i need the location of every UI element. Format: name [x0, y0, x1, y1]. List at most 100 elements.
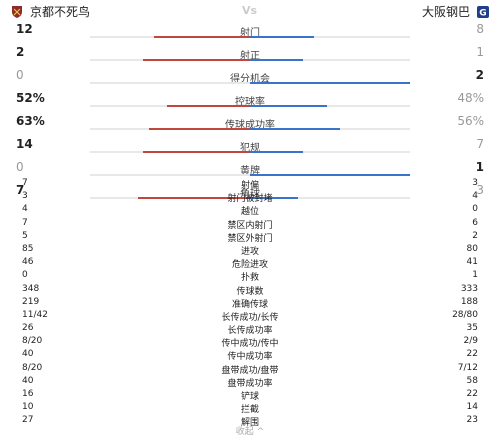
home-team[interactable]: 京都不死鸟 — [10, 3, 90, 20]
home-stat-value: 26 — [22, 323, 34, 334]
away-stat-value: 3 — [476, 183, 484, 197]
home-stat-value: 8/20 — [22, 336, 43, 347]
table-row: 348 传球数 333 — [0, 282, 500, 297]
home-stat-value: 348 — [22, 283, 40, 294]
home-stat-value: 16 — [22, 389, 34, 399]
home-stat-value: 219 — [22, 296, 40, 307]
away-stat-value: 1 — [475, 160, 484, 174]
away-stat-bar-track — [250, 197, 410, 199]
home-stat-value: 14 — [16, 137, 33, 151]
home-stat-bar — [149, 128, 250, 130]
home-stat-bar-track — [90, 82, 250, 84]
stat-label: 黄牌 — [240, 166, 260, 177]
stat-label: 传中成功率 — [227, 352, 273, 363]
home-stat-value: 5 — [22, 230, 28, 241]
home-stat-bar — [138, 197, 250, 199]
away-stat-value: 4 — [472, 191, 478, 202]
home-stat-value: 7 — [16, 183, 25, 197]
away-stat-bar-track — [250, 128, 410, 130]
home-stat-value: 10 — [22, 402, 34, 413]
home-stat-bar-track — [90, 151, 250, 153]
bar-stat-row: 14 犯规 7 — [0, 137, 500, 160]
away-stat-value: 188 — [460, 296, 478, 307]
away-stat-value: 2/9 — [463, 336, 478, 347]
svg-text:G: G — [479, 8, 486, 18]
table-row: 8/20 盘带成功/盘带 7/12 — [0, 361, 500, 376]
away-stat-value: 22 — [466, 349, 478, 360]
home-stat-value: 7 — [22, 178, 28, 188]
stat-label: 长传成功率 — [227, 326, 273, 337]
away-stat-value: 80 — [466, 243, 478, 254]
bar-stat-row: 0 得分机会 2 — [0, 68, 500, 91]
away-stat-bar — [250, 59, 303, 61]
home-stat-value: 40 — [22, 349, 34, 360]
away-stat-value: 6 — [472, 217, 478, 228]
away-stat-value: 58 — [466, 375, 478, 386]
bar-stat-row: 7 角球 3 — [0, 183, 500, 206]
away-stat-value: 28/80 — [452, 309, 478, 320]
away-stat-value: 35 — [466, 323, 478, 334]
away-stat-value: 2 — [475, 68, 484, 82]
away-stat-bar — [250, 105, 327, 107]
stat-label: 射门 — [240, 28, 260, 39]
home-stat-bar — [154, 36, 250, 38]
away-team[interactable]: G 大阪钢巴 — [422, 3, 490, 20]
stat-label: 射门被封堵 — [227, 194, 273, 205]
home-stat-value: 3 — [22, 191, 28, 202]
away-stat-value: 7/12 — [457, 362, 478, 373]
away-team-crest-icon: G — [477, 5, 489, 18]
stat-label: 射正 — [240, 51, 260, 62]
stat-label: 角球 — [240, 189, 260, 200]
stat-label: 传球数 — [236, 286, 264, 297]
away-stat-bar — [250, 128, 340, 130]
away-stat-value: 23 — [466, 415, 478, 426]
table-row: 85 进攻 80 — [0, 242, 500, 257]
home-stat-bar — [142, 151, 250, 153]
stat-label: 犯规 — [240, 143, 260, 154]
stat-label: 准确传球 — [231, 299, 268, 310]
away-stat-bar-track — [250, 59, 410, 61]
home-stat-value: 85 — [22, 243, 34, 254]
table-row: 4 越位 0 — [0, 202, 500, 218]
away-stat-bar — [250, 151, 303, 153]
away-stat-value: 22 — [466, 389, 478, 399]
home-stat-value: 7 — [22, 217, 28, 228]
away-stat-value: 0 — [472, 204, 478, 215]
home-stat-value: 40 — [22, 375, 34, 386]
home-stat-bar — [142, 59, 250, 61]
stat-label: 越位 — [240, 207, 259, 218]
bar-stats: 12 射门 8 2 射正 1 0 得分机会 2 52% 控球率 48% 63% 传球成功率 56% 14 犯规 7… — [0, 22, 500, 206]
table-row: 46 危险进攻 41 — [0, 255, 500, 270]
away-stat-value: 14 — [466, 402, 478, 413]
detail-stats-table: 7 射偏 3 3 射门被封堵 4 4 越位 0 7 禁区内射门 6 5 禁区外射门 2 85 进攻 80 46 危险进… — [0, 176, 500, 428]
stat-label: 长传成功/长传 — [221, 312, 279, 323]
home-stat-bar-track — [90, 197, 250, 199]
table-row: 40 传中成功率 22 — [0, 347, 500, 363]
stat-label: 拦截 — [240, 405, 259, 416]
home-stat-value: 0 — [22, 270, 28, 281]
table-row: 10 拦截 14 — [0, 400, 500, 416]
bar-stat-row: 63% 传球成功率 56% — [0, 114, 500, 137]
home-stat-value: 12 — [16, 22, 33, 36]
vs-label: Vs — [242, 4, 258, 17]
away-stat-value: 1 — [472, 270, 478, 281]
table-row: 219 准确传球 188 — [0, 295, 500, 310]
collapse-button[interactable]: 收起 ^ — [235, 427, 265, 437]
home-stat-bar-track — [90, 105, 250, 107]
home-stat-value: 11/42 — [22, 309, 48, 320]
home-stat-value: 2 — [16, 45, 25, 59]
away-stat-value: 2 — [472, 230, 478, 241]
stat-label: 传中成功/传中 — [221, 339, 279, 350]
stat-label: 进攻 — [240, 246, 259, 257]
away-stat-value: 41 — [466, 257, 478, 268]
away-stat-bar-track — [250, 82, 410, 84]
away-stat-bar-track — [250, 174, 410, 176]
stat-label: 传球成功率 — [225, 120, 275, 131]
away-stat-value: 7 — [476, 137, 484, 151]
stat-label: 盘带成功/盘带 — [221, 365, 279, 376]
bar-stat-row: 2 射正 1 — [0, 45, 500, 68]
table-row: 40 盘带成功率 58 — [0, 374, 500, 389]
table-row: 26 长传成功率 35 — [0, 321, 500, 337]
away-stat-value: 333 — [460, 283, 478, 294]
home-stat-bar-track — [90, 59, 250, 61]
